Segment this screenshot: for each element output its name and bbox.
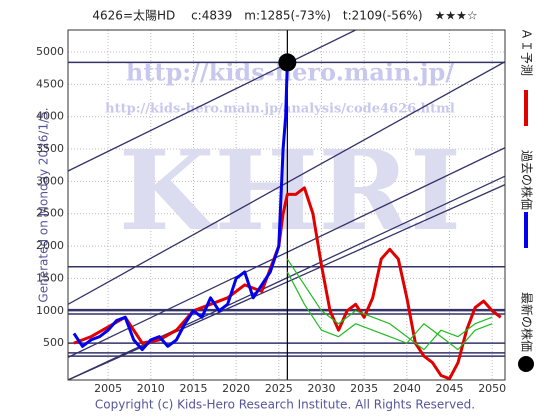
y-tick-label: 3500 <box>36 142 64 155</box>
legend-label: 最新の株価 <box>520 292 535 352</box>
watermark: http://kids-hero.main.jp/analysis/code46… <box>105 102 455 117</box>
y-tick-label: 3000 <box>36 174 64 187</box>
trend-line <box>68 30 356 172</box>
trend-line <box>68 61 505 305</box>
legend-label: 過去の株価 <box>520 150 535 210</box>
copyright: Copyright (c) Kids-Hero Research Institu… <box>95 398 475 412</box>
plot-frame <box>67 29 506 381</box>
x-tick-label: 2010 <box>137 382 165 395</box>
y-tick-label: 4000 <box>36 110 64 123</box>
series-line <box>286 258 493 351</box>
latest-point <box>278 53 297 72</box>
y-tick-label: 500 <box>43 336 64 349</box>
x-tick-label: 2045 <box>436 382 464 395</box>
trend-line <box>68 147 505 358</box>
x-tick-label: 2040 <box>393 382 421 395</box>
y-tick-label: 4500 <box>36 77 64 90</box>
x-tick-label: 2005 <box>94 382 122 395</box>
x-tick-label: 2025 <box>265 382 293 395</box>
y-tick-label: 1500 <box>36 271 64 284</box>
chart-title: 4626=太陽HD c:4839 m:1285(-73%) t:2109(-56… <box>92 8 477 23</box>
x-tick-label: 2015 <box>179 382 207 395</box>
x-tick-label: 2020 <box>222 382 250 395</box>
y-tick-label: 1000 <box>36 304 64 317</box>
legend-label: ＡＩ予測 <box>520 28 534 76</box>
legend-swatch <box>518 356 534 372</box>
x-tick-label: 2030 <box>307 382 335 395</box>
y-tick-label: 2000 <box>36 239 64 252</box>
x-tick-label: 2050 <box>478 382 506 395</box>
y-tick-label: 2500 <box>36 207 64 220</box>
watermark: KHRI <box>119 126 461 255</box>
y-tick-label: 5000 <box>36 45 64 58</box>
series-line <box>286 271 493 351</box>
series-line <box>72 62 289 352</box>
x-tick-label: 2035 <box>350 382 378 395</box>
generated-label: Generated on Monday 2026/1/5. <box>37 107 51 302</box>
